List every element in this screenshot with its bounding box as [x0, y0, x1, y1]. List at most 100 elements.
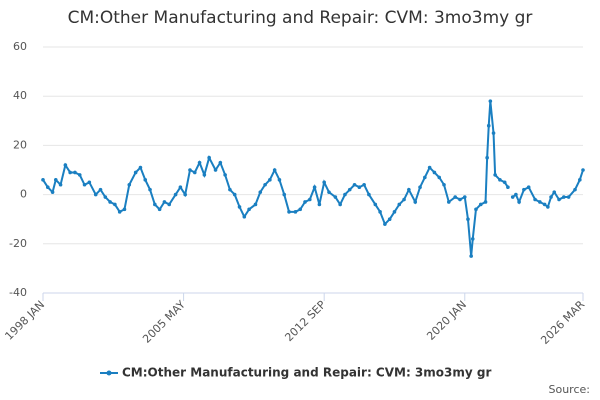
point — [488, 99, 493, 103]
point — [63, 163, 68, 167]
point — [58, 182, 63, 187]
point — [68, 170, 72, 175]
point — [312, 185, 317, 190]
point — [581, 168, 585, 172]
point — [41, 178, 45, 182]
point — [470, 237, 475, 241]
point — [432, 170, 437, 175]
point — [157, 207, 162, 212]
point — [192, 170, 197, 175]
point — [202, 173, 207, 177]
point — [418, 185, 422, 190]
point — [87, 180, 92, 185]
point — [367, 192, 371, 197]
point — [98, 187, 103, 192]
point — [173, 192, 178, 197]
point — [232, 192, 237, 197]
point — [378, 210, 382, 214]
point — [402, 197, 406, 202]
point — [237, 205, 242, 209]
point — [188, 168, 192, 172]
point — [437, 175, 442, 180]
point — [207, 155, 211, 160]
point — [213, 168, 218, 172]
point — [562, 195, 566, 199]
point — [517, 200, 521, 204]
point — [167, 202, 172, 207]
point — [197, 160, 202, 165]
point — [143, 178, 148, 182]
point — [549, 195, 553, 199]
point — [117, 210, 122, 214]
point — [73, 170, 77, 175]
point — [127, 182, 132, 187]
x-tick-label: 2020 JAN — [424, 298, 469, 343]
point — [498, 178, 502, 182]
point — [77, 173, 82, 177]
point — [303, 200, 307, 204]
point — [108, 200, 112, 204]
point — [138, 165, 143, 170]
point — [263, 182, 267, 187]
point — [247, 207, 251, 212]
point — [478, 202, 483, 207]
point — [45, 185, 50, 190]
point — [343, 192, 347, 197]
point — [228, 187, 232, 192]
point — [502, 180, 507, 185]
y-tick-label: 20 — [13, 138, 27, 151]
point — [113, 202, 117, 207]
point — [383, 222, 387, 226]
point — [466, 217, 470, 221]
y-tick-label: -40 — [9, 286, 27, 299]
point — [453, 195, 457, 199]
x-tick-label: 2005 MAY — [140, 298, 188, 346]
y-tick-label: 40 — [13, 89, 27, 102]
point — [223, 173, 227, 177]
point — [427, 165, 432, 170]
point — [552, 190, 557, 194]
y-tick-label: 60 — [13, 40, 27, 53]
point — [362, 182, 366, 187]
legend-marker — [106, 370, 112, 376]
point — [253, 202, 258, 207]
point — [557, 197, 561, 202]
point — [242, 214, 247, 219]
point — [491, 131, 496, 135]
point — [442, 182, 446, 187]
point — [338, 202, 342, 207]
point — [483, 200, 488, 204]
point — [53, 178, 58, 182]
point — [493, 173, 497, 177]
y-tick-label: -20 — [9, 237, 27, 250]
point — [542, 202, 547, 207]
point — [277, 178, 282, 182]
point — [407, 187, 411, 192]
point — [352, 182, 357, 187]
point — [333, 195, 338, 199]
point — [485, 155, 489, 160]
point — [293, 210, 298, 214]
point — [268, 178, 272, 182]
point — [308, 197, 312, 202]
point — [272, 168, 277, 172]
x-tick-label: 1998 JAN — [2, 298, 47, 343]
point — [298, 207, 303, 212]
point — [423, 175, 427, 180]
point — [357, 185, 362, 190]
point — [50, 190, 55, 194]
point — [526, 185, 531, 190]
point — [93, 192, 98, 197]
point — [82, 182, 87, 187]
point — [392, 210, 397, 214]
point — [510, 195, 515, 199]
source-label: Source: — [549, 383, 591, 396]
point — [546, 205, 550, 209]
point — [178, 185, 183, 190]
point — [573, 187, 577, 192]
point — [133, 170, 138, 175]
point — [162, 200, 167, 204]
point — [538, 200, 542, 204]
point — [183, 192, 187, 197]
